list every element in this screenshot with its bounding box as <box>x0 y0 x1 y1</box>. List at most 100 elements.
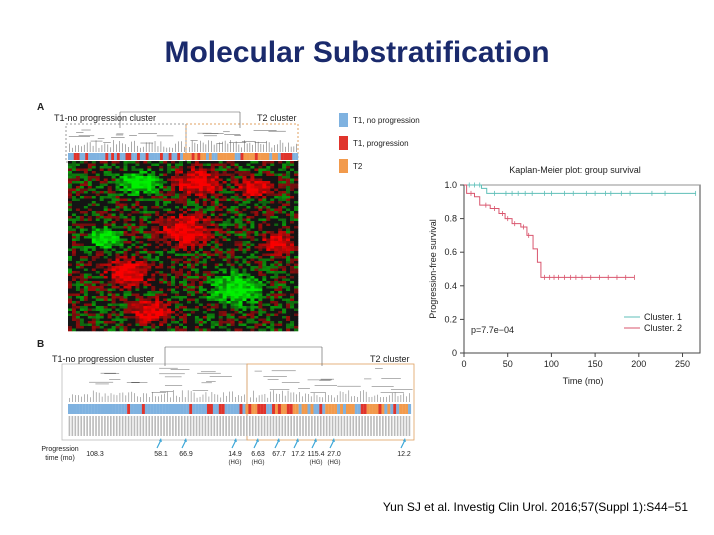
heatmap-cell <box>290 196 295 199</box>
heatmap-cell <box>79 238 85 242</box>
panel-b-dendrogram <box>69 346 413 402</box>
heatmap-cell <box>159 203 164 207</box>
heatmap-cell <box>71 236 77 239</box>
heatmap-cell <box>123 168 128 172</box>
heatmap-cell <box>254 226 259 229</box>
heatmap-cell <box>151 323 156 327</box>
heatmap-cell <box>127 208 132 212</box>
heatmap-cell <box>250 321 255 324</box>
heatmap-cell <box>210 211 216 214</box>
heatmap-cell <box>143 263 148 267</box>
heatmap-cell <box>230 311 235 314</box>
heatmap-cell <box>222 188 227 192</box>
heatmap-cell <box>190 178 196 182</box>
heatmap-cell <box>87 288 93 292</box>
heatmap-cell <box>258 166 263 169</box>
heatmap-cell <box>143 251 148 254</box>
heatmap-cell <box>127 251 132 254</box>
heatmap-cell <box>194 323 200 327</box>
heatmap-cell <box>99 293 104 297</box>
heatmap-cell <box>290 208 295 212</box>
heatmap-cell <box>119 243 124 247</box>
heatmap-cell <box>286 283 291 287</box>
heatmap-cell <box>103 328 108 332</box>
heatmap-cell <box>95 233 101 237</box>
heatmap-cell <box>75 166 81 169</box>
heatmap-cell <box>262 208 267 212</box>
heatmap-cell <box>139 198 144 202</box>
heatmap-cell <box>95 261 101 264</box>
heatmap-cell <box>159 256 164 259</box>
heatmap-cell <box>190 241 196 244</box>
heatmap-cell <box>71 186 77 189</box>
sample-color-cell <box>122 153 126 160</box>
heatmap-cell <box>135 276 140 279</box>
heatmap-cell <box>250 298 255 302</box>
heatmap-cell <box>91 261 97 264</box>
heatmap-cell <box>246 223 251 227</box>
heatmap-cell <box>190 188 196 192</box>
heatmap-cell <box>127 161 132 164</box>
heatmap-cell <box>171 236 176 239</box>
heatmap-cell <box>186 283 192 287</box>
heatmap-cell <box>254 296 259 299</box>
heatmap-cell <box>198 261 204 264</box>
heatmap-cell <box>198 328 204 332</box>
heatmap-cell <box>167 251 172 254</box>
heatmap-cell <box>175 226 180 229</box>
heatmap-cell <box>163 263 168 267</box>
heatmap-cell <box>266 251 271 254</box>
heatmap-cell <box>79 161 85 164</box>
heatmap-cell <box>214 191 219 194</box>
heatmap-cell <box>250 163 255 167</box>
heatmap-cell <box>286 243 291 247</box>
heatmap-cell <box>91 168 97 172</box>
heatmap-cell <box>179 326 184 329</box>
km-chart: Kaplan-Meier plot: group survival 00.20.… <box>428 165 701 386</box>
heatmap-cell <box>186 288 192 292</box>
heatmap-cell <box>214 313 219 317</box>
heatmap-cell <box>163 218 168 222</box>
heatmap-cell <box>234 226 239 229</box>
heatmap-cell <box>202 243 208 247</box>
heatmap-cell <box>242 296 247 299</box>
heatmap-cell <box>266 176 271 179</box>
heatmap-cell <box>167 321 172 324</box>
heatmap-cell <box>99 296 104 299</box>
heatmap-cell <box>183 326 188 329</box>
heatmap-cell <box>190 306 196 309</box>
heatmap-cell <box>75 266 81 269</box>
heatmap-cell <box>254 291 259 294</box>
sample-color-cell <box>127 404 131 414</box>
heatmap-cell <box>143 228 148 232</box>
heatmap-cell <box>202 256 208 259</box>
heatmap-cell <box>294 283 299 287</box>
heatmap-cell <box>234 251 239 254</box>
heatmap-cell <box>143 176 148 179</box>
heatmap-cell <box>274 243 279 247</box>
heatmap-cell <box>119 321 124 324</box>
heatmap-cell <box>222 211 227 214</box>
heatmap-cell <box>107 281 112 284</box>
heatmap-cell <box>242 213 247 217</box>
heatmap-cell <box>286 196 291 199</box>
heatmap-cell <box>266 163 271 167</box>
legend-swatch-t2 <box>339 159 348 173</box>
heatmap-cell <box>87 258 93 262</box>
sample-color-cell <box>384 404 388 414</box>
heatmap-cell <box>79 251 85 254</box>
citation: Yun SJ et al. Investig Clin Urol. 2016;5… <box>382 500 688 514</box>
heatmap-cell <box>95 208 101 212</box>
heatmap-cell <box>139 263 144 267</box>
heatmap-cell <box>151 243 156 247</box>
sample-color-cell <box>165 153 169 160</box>
heatmap-cell <box>186 176 192 179</box>
heatmap-cell <box>127 278 132 282</box>
heatmap-cell <box>258 313 263 317</box>
heatmap-cell <box>115 211 120 214</box>
heatmap-cell <box>234 186 239 189</box>
heatmap-cell <box>290 253 295 257</box>
heatmap-cell <box>270 321 275 324</box>
heatmap-cell <box>250 313 255 317</box>
heatmap-cell <box>119 246 124 249</box>
